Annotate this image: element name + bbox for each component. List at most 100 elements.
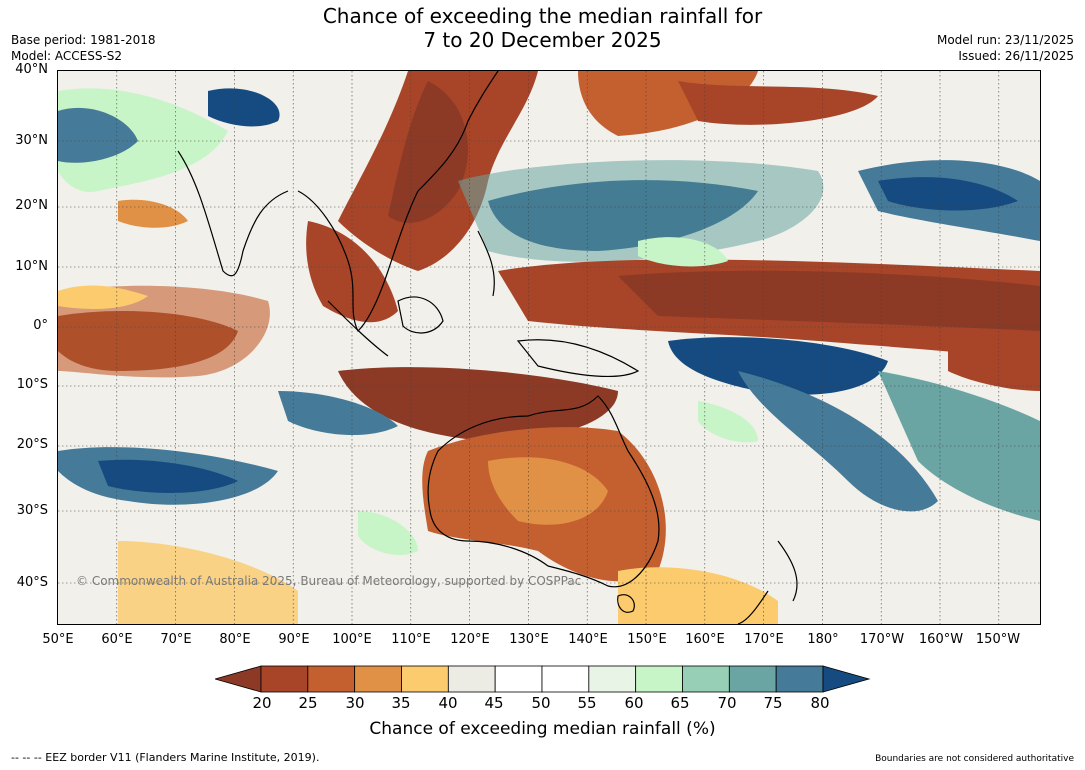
lon-label: 160°W [918, 632, 964, 647]
colorbar-bin [494, 665, 543, 693]
colorbar-bin [775, 665, 824, 693]
field-patch [458, 160, 824, 262]
lon-label: 130°E [509, 632, 549, 647]
field-patch [618, 567, 778, 624]
field-patch [388, 81, 468, 223]
colorbar-tick: 25 [298, 694, 318, 712]
colorbar-bin [588, 665, 637, 693]
field-patch [948, 346, 1040, 391]
coast-tasmania [617, 594, 635, 613]
colorbar-bin [354, 665, 402, 693]
field-patch [208, 88, 280, 127]
colorbar-tick: 75 [763, 694, 783, 712]
colorbar-bin [260, 665, 309, 693]
colorbar-bin [635, 665, 683, 693]
field-patch [58, 107, 138, 163]
colorbar-tick: 50 [531, 694, 551, 712]
lon-label: 60°E [101, 632, 133, 647]
colorbar-tick: 80 [810, 694, 830, 712]
colorbar-tick: 40 [438, 694, 458, 712]
coast-borneo [397, 296, 444, 334]
lat-label: 40°N [15, 62, 48, 77]
lon-label: 100°E [332, 632, 372, 647]
colorbar-bin [541, 665, 590, 693]
issued-date: Issued: 26/11/2025 [958, 49, 1074, 63]
colorbar-bin [401, 665, 449, 693]
graticule [58, 71, 1040, 624]
field-patch [878, 177, 1018, 211]
field-patch [488, 457, 608, 525]
coast-se-asia [297, 190, 419, 333]
lon-label: 160°E [685, 632, 725, 647]
lon-label: 90°E [278, 632, 310, 647]
colorbar-tick: 70 [717, 694, 737, 712]
lat-label: 40°S [16, 575, 48, 590]
coast-philippines [477, 230, 495, 297]
lat-label: 10°S [16, 377, 48, 392]
lon-label: 80°E [219, 632, 251, 647]
coast-india [177, 150, 289, 277]
colorbar-tick: 45 [484, 694, 504, 712]
boundary-disclaimer: Boundaries are not considered authoritat… [875, 754, 1074, 764]
probability-field [58, 71, 1040, 624]
eez-border-note: -- -- -- EEZ border V11 (Flanders Marine… [11, 751, 320, 764]
colorbar [215, 665, 871, 693]
colorbar-tick: 65 [670, 694, 690, 712]
colorbar-bin [682, 665, 730, 693]
lon-label: 50°E [42, 632, 74, 647]
map-panel [57, 70, 1041, 625]
field-patch [698, 401, 758, 443]
coast-australia [427, 395, 660, 588]
colorbar-tick: 55 [577, 694, 597, 712]
field-patch [118, 541, 298, 624]
lat-label: 10°N [15, 259, 48, 274]
coast-china [417, 71, 499, 192]
field-patch [98, 459, 238, 493]
colorbar-bin [307, 665, 356, 693]
field-patch [58, 285, 148, 309]
chart-title: Chance of exceeding the median rainfall … [0, 4, 1085, 52]
field-patch [738, 371, 938, 512]
field-patch [678, 81, 878, 125]
model-run: Model run: 23/11/2025 [936, 33, 1074, 47]
field-patch [338, 367, 618, 441]
field-patch [668, 337, 888, 395]
chart-title-line1: Chance of exceeding the median rainfall … [322, 4, 763, 28]
colorbar-bin [447, 665, 496, 693]
coast-new-guinea [516, 339, 640, 378]
base-period: Base period: 1981-2018 [11, 33, 156, 47]
lat-label: 0° [33, 318, 48, 333]
lat-label: 20°S [16, 437, 48, 452]
colorbar-bin [728, 665, 777, 693]
rainfall-probability-map [58, 71, 1040, 624]
lon-label: 170°W [859, 632, 905, 647]
coastlines [177, 71, 798, 624]
meta-left: Base period: 1981-2018 Model: ACCESS-S2 [11, 32, 156, 64]
colorbar-title: Chance of exceeding median rainfall (%) [369, 719, 716, 739]
coast-sumatra [327, 300, 389, 357]
lon-label: 120°E [450, 632, 490, 647]
field-patch [638, 237, 728, 267]
lon-label: 170°E [744, 632, 784, 647]
lon-label: 70°E [160, 632, 192, 647]
lat-label: 30°N [15, 133, 48, 148]
lon-label: 140°E [568, 632, 608, 647]
colorbar-bins [260, 665, 824, 693]
colorbar-arrow-high [822, 665, 871, 693]
colorbar-tick: 20 [252, 694, 272, 712]
field-patch [58, 285, 270, 378]
lon-label: 180° [807, 632, 839, 647]
colorbar-arrow-low [215, 665, 262, 693]
meta-right: Model run: 23/11/2025 Issued: 26/11/2025 [937, 32, 1074, 64]
field-patch [358, 511, 418, 556]
lon-label: 150°W [975, 632, 1021, 647]
coast-new-zealand [737, 540, 798, 624]
field-patch [618, 270, 1040, 331]
copyright-notice: © Commonwealth of Australia 2025, Bureau… [76, 574, 582, 588]
lon-label: 150°E [627, 632, 667, 647]
colorbar-tick: 30 [345, 694, 365, 712]
lat-label: 20°N [15, 198, 48, 213]
lon-label: 110°E [391, 632, 431, 647]
lat-label: 30°S [16, 503, 48, 518]
colorbar-tick: 35 [391, 694, 411, 712]
